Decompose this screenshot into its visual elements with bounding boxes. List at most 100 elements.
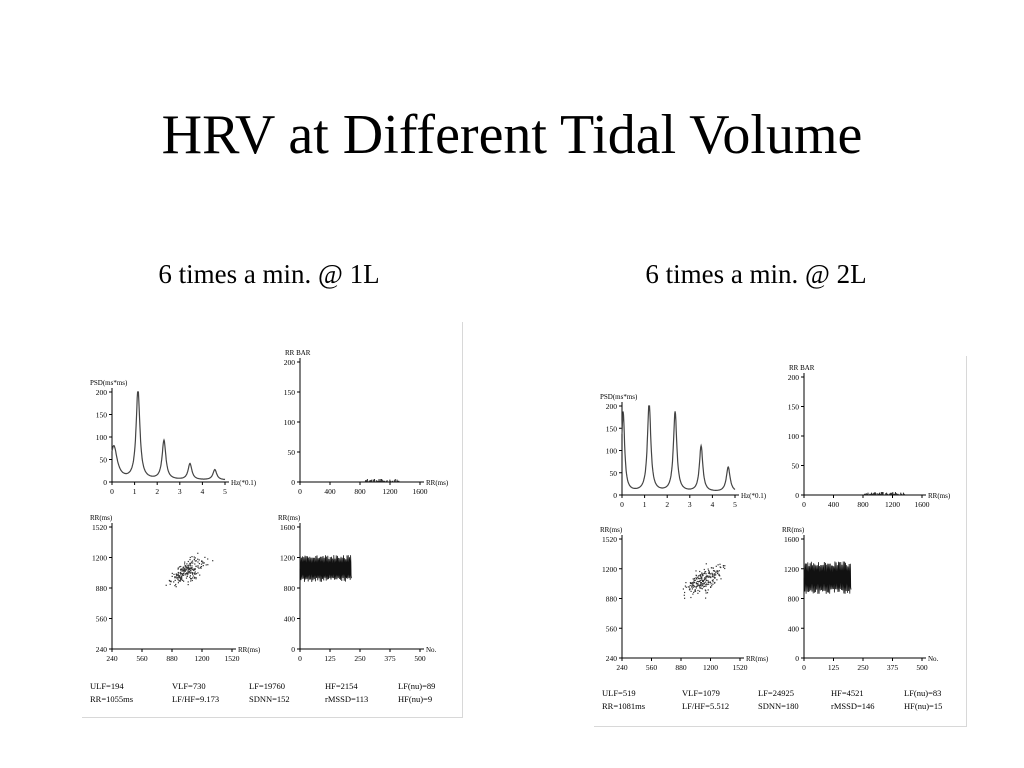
poincare-point (189, 567, 192, 569)
poincare-point (697, 585, 699, 587)
rr-bar-y-tick-label: 200 (788, 373, 800, 382)
poincare-point (696, 580, 698, 583)
poincare-point (191, 565, 193, 567)
poincare-point (694, 586, 696, 588)
poincare-point (187, 565, 189, 567)
poincare-point (697, 589, 699, 592)
poincare-point (205, 564, 207, 566)
poincare-point (202, 565, 204, 567)
poincare-point (718, 573, 720, 575)
poincare-point (703, 580, 705, 582)
tachogram-x-tick-label: 0 (802, 663, 806, 672)
poincare-point (182, 573, 184, 575)
poincare-point (689, 588, 691, 590)
tachogram-x-label: No. (426, 646, 437, 654)
poincare-point (195, 573, 197, 575)
poincare-point (692, 586, 694, 588)
poincare-point (171, 575, 173, 577)
poincare-point (178, 575, 181, 577)
psd-x-tick-label: 1 (133, 487, 137, 496)
poincare-x-tick-label: 1520 (225, 654, 240, 663)
poincare-point (197, 565, 199, 567)
psd-x-label: Hz(*0.1) (231, 479, 257, 487)
hrv-panel-1l: 0 50 100 150 200 0 1 2 3 4 5 PSD(ms*ms) Hz(*0.1) 0 50 1… (82, 322, 463, 718)
psd-y-tick-label: 50 (610, 469, 618, 478)
poincare-point (709, 581, 712, 583)
poincare-x-tick-label: 240 (106, 654, 118, 663)
poincare-point (701, 588, 703, 590)
poincare-x-tick-label: 240 (616, 663, 628, 672)
poincare-point (187, 567, 189, 569)
poincare-point (712, 579, 714, 581)
poincare-point (198, 559, 200, 561)
poincare-point (712, 570, 715, 572)
poincare-point (176, 575, 178, 577)
poincare-point (194, 571, 196, 573)
hrv-chart-1l: 0 50 100 150 200 0 1 2 3 4 5 PSD(ms*ms) Hz(*0.1) 0 50 1… (90, 349, 449, 704)
poincare-point (179, 580, 181, 582)
psd-spectrum-line (621, 405, 736, 491)
poincare-point (692, 593, 694, 595)
poincare-point (189, 562, 191, 564)
psd-y-label: PSD(ms*ms) (90, 379, 128, 387)
rr-bar-y-tick-label: 50 (792, 462, 800, 471)
poincare-point (716, 570, 718, 572)
poincare-point (717, 572, 719, 575)
tachogram-x-tick-label: 125 (828, 663, 840, 672)
psd-y-tick-label: 200 (606, 402, 618, 411)
poincare-point (182, 566, 185, 568)
poincare-point (181, 570, 183, 572)
poincare-point (708, 581, 710, 583)
poincare-point (178, 566, 181, 568)
poincare-point (184, 574, 186, 576)
poincare-point (695, 582, 697, 584)
poincare-point (710, 583, 712, 585)
poincare-point (682, 588, 684, 590)
poincare-point (175, 583, 177, 586)
poincare-point (693, 579, 695, 581)
rr-bar-x-tick-label: 1200 (885, 500, 900, 509)
poincare-x-tick-label: 1200 (703, 663, 718, 672)
poincare-point (175, 586, 177, 588)
rr-bar-x-label: RR(ms) (928, 492, 951, 500)
poincare-point (194, 563, 196, 565)
poincare-point (703, 573, 705, 575)
poincare-point (195, 578, 197, 580)
poincare-point (182, 574, 185, 576)
poincare-y-tick-label: 1200 (602, 565, 617, 574)
poincare-point (692, 581, 694, 584)
tachogram-x-tick-label: 500 (916, 663, 928, 672)
rr-bar-y-tick-label: 150 (788, 403, 800, 412)
poincare-point (696, 585, 698, 587)
poincare-x-label: RR(ms) (238, 646, 261, 654)
poincare-point (705, 585, 707, 587)
poincare-point (202, 562, 204, 564)
poincare-point (200, 566, 203, 568)
poincare-point (711, 579, 713, 581)
poincare-point (699, 584, 701, 587)
poincare-point (699, 575, 701, 577)
poincare-point (197, 552, 199, 554)
poincare-y-tick-label: 880 (606, 595, 618, 604)
poincare-point (685, 586, 687, 588)
tachogram-y-tick-label: 400 (284, 615, 296, 624)
tachogram-x-tick-label: 375 (887, 663, 899, 672)
tachogram-x-label: No. (928, 655, 939, 663)
poincare-point (711, 572, 713, 574)
poincare-point (704, 579, 706, 581)
poincare-point (177, 573, 179, 575)
poincare-point (184, 561, 186, 563)
poincare-point (187, 584, 189, 586)
poincare-point (193, 572, 195, 574)
poincare-point (689, 582, 691, 584)
poincare-point (697, 577, 700, 579)
tachogram-x-tick-label: 500 (414, 654, 426, 663)
psd-y-tick-label: 0 (103, 478, 107, 487)
poincare-point (716, 571, 718, 573)
poincare-point (705, 597, 707, 599)
poincare-point (178, 576, 181, 578)
poincare-point (199, 574, 201, 576)
stat-value: VLF=1079 (682, 688, 720, 698)
tachogram-y-tick-label: 800 (788, 595, 800, 604)
psd-spectrum-line (111, 391, 226, 481)
